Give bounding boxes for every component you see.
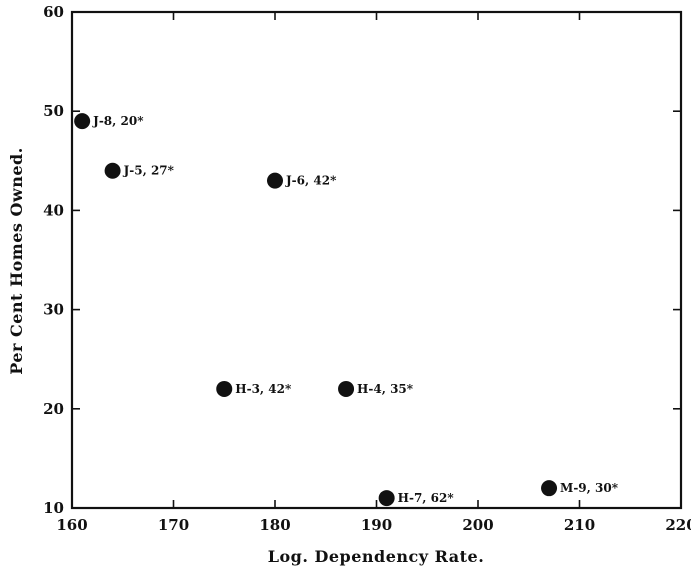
data-points: J-8, 20* J-5, 27* J-6, 42* H-3, 42* H-4, 35*… [74,113,619,507]
data-point-label: J-6, 42* [285,174,337,188]
data-point [267,172,283,189]
data-point [541,480,558,497]
y-tick-label: 10 [43,499,64,517]
axes [70,10,683,510]
data-point-label: M-9, 30* [560,481,619,495]
x-tick-label: 190 [361,516,392,534]
data-point [216,380,233,397]
data-point [104,162,121,179]
y-tick-label: 30 [43,301,64,319]
y-tick-label: 20 [43,400,64,418]
ticks: 160 170 180 190 200 210 220 10 20 30 40 50 60 [43,3,691,534]
y-axis-title: Per Cent Homes Owned. [7,147,26,375]
x-axis-title: Log. Dependency Rate. [268,547,485,566]
data-point-label: H-3, 42* [235,382,292,396]
y-tick-label: 60 [43,3,64,21]
data-point-label: J-5, 27* [123,164,175,178]
data-point [378,490,395,507]
data-point [338,380,355,397]
data-point [74,113,91,130]
x-tick-label: 170 [158,516,189,534]
data-point-label: J-8, 20* [92,114,144,128]
data-point-label: H-4, 35* [357,382,414,396]
x-tick-label: 180 [259,516,290,534]
x-tick-label: 200 [462,516,493,534]
y-tick-label: 50 [43,102,64,120]
y-tick-label: 40 [43,201,64,219]
x-tick-label: 210 [564,516,595,534]
plot-frame [70,10,683,510]
data-point-label: H-7, 62* [398,491,455,505]
x-tick-label: 160 [56,516,87,534]
x-tick-label: 220 [665,516,691,534]
